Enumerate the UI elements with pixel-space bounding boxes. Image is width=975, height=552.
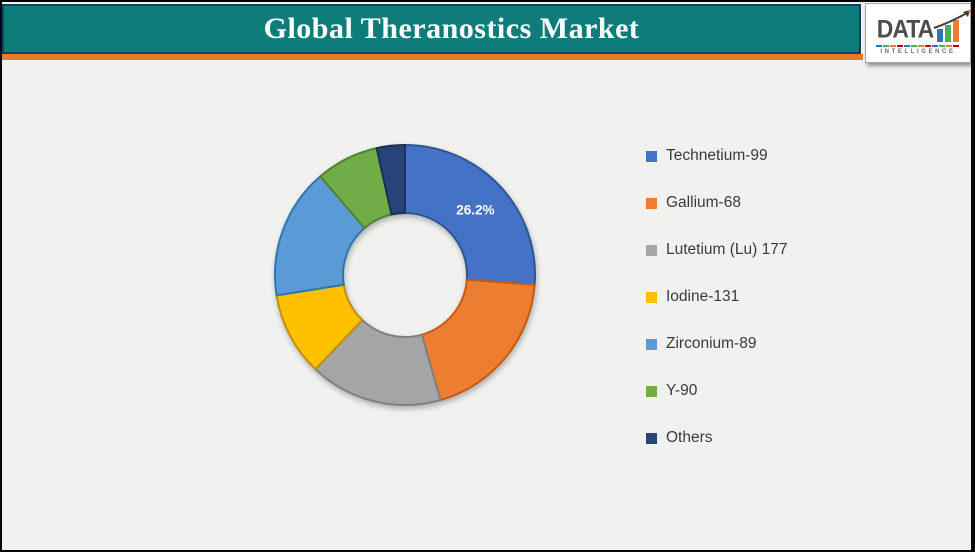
logo-bar [945, 24, 952, 42]
pie-data-label: 26.2% [456, 203, 494, 218]
legend-swatch [646, 338, 657, 350]
pie-segment-technetium-99[interactable] [404, 144, 536, 286]
pie-segment-gallium-68[interactable] [420, 278, 536, 402]
pie-segment-lutetium-lu-177[interactable] [314, 318, 442, 406]
logo-dash [925, 44, 931, 47]
legend-label: Gallium-68 [666, 194, 741, 211]
growth-arrow-icon [933, 9, 971, 29]
header-bar: Global Theranostics Market [2, 4, 861, 54]
logo-dash [953, 44, 959, 47]
legend-label: Others [666, 429, 713, 446]
logo-dash [897, 44, 903, 47]
legend-label: Zirconium-89 [666, 335, 757, 352]
logo-sub-text: INTELLIGENCE [880, 48, 956, 55]
logo-dash [946, 44, 952, 47]
logo-dash [918, 44, 924, 47]
legend-label: Iodine-131 [666, 288, 740, 305]
logo-dash [911, 44, 917, 47]
legend-swatch [646, 291, 657, 303]
logo-dash [904, 44, 910, 47]
legend-label: Lutetium (Lu) 177 [666, 241, 788, 258]
logo-top-row: DATA [876, 9, 971, 43]
logo-dash [876, 44, 882, 47]
logo-dash [883, 44, 889, 47]
legend-swatch [646, 385, 657, 397]
legend-swatch [646, 197, 657, 209]
legend-swatch [646, 244, 657, 256]
legend-item-technetium-99[interactable]: Technetium-99 [646, 146, 788, 166]
legend-item-lutetium-lu-177[interactable]: Lutetium (Lu) 177 [646, 240, 788, 260]
legend-item-y-90[interactable]: Y-90 [646, 381, 788, 401]
legend-swatch [646, 150, 657, 162]
logo-dash [932, 44, 938, 47]
chart-legend: Technetium-99 Gallium-68 Lutetium (Lu) 177… [646, 146, 788, 475]
logo-multicolor-dashes [876, 44, 960, 47]
legend-item-others[interactable]: Others [646, 428, 788, 448]
logo-dash [890, 44, 896, 47]
donut-chart: 26.2% [261, 131, 549, 419]
data-intelligence-logo: DATA INTELLIGENCE [865, 3, 971, 63]
logo-bar [953, 19, 960, 42]
legend-item-gallium-68[interactable]: Gallium-68 [646, 193, 788, 213]
pie-segment-others[interactable] [375, 144, 406, 216]
logo-dash [939, 44, 945, 47]
legend-label: Y-90 [666, 382, 698, 399]
logo-brand-text: DATA [876, 14, 934, 43]
legend-item-iodine-131[interactable]: Iodine-131 [646, 287, 788, 307]
header-accent-stripe [2, 54, 863, 60]
legend-swatch [646, 432, 657, 444]
page-title: Global Theranostics Market [263, 12, 640, 45]
bar-chart-icon [933, 9, 971, 42]
legend-item-zirconium-89[interactable]: Zirconium-89 [646, 334, 788, 354]
logo-bar [937, 28, 944, 42]
legend-label: Technetium-99 [666, 147, 768, 164]
